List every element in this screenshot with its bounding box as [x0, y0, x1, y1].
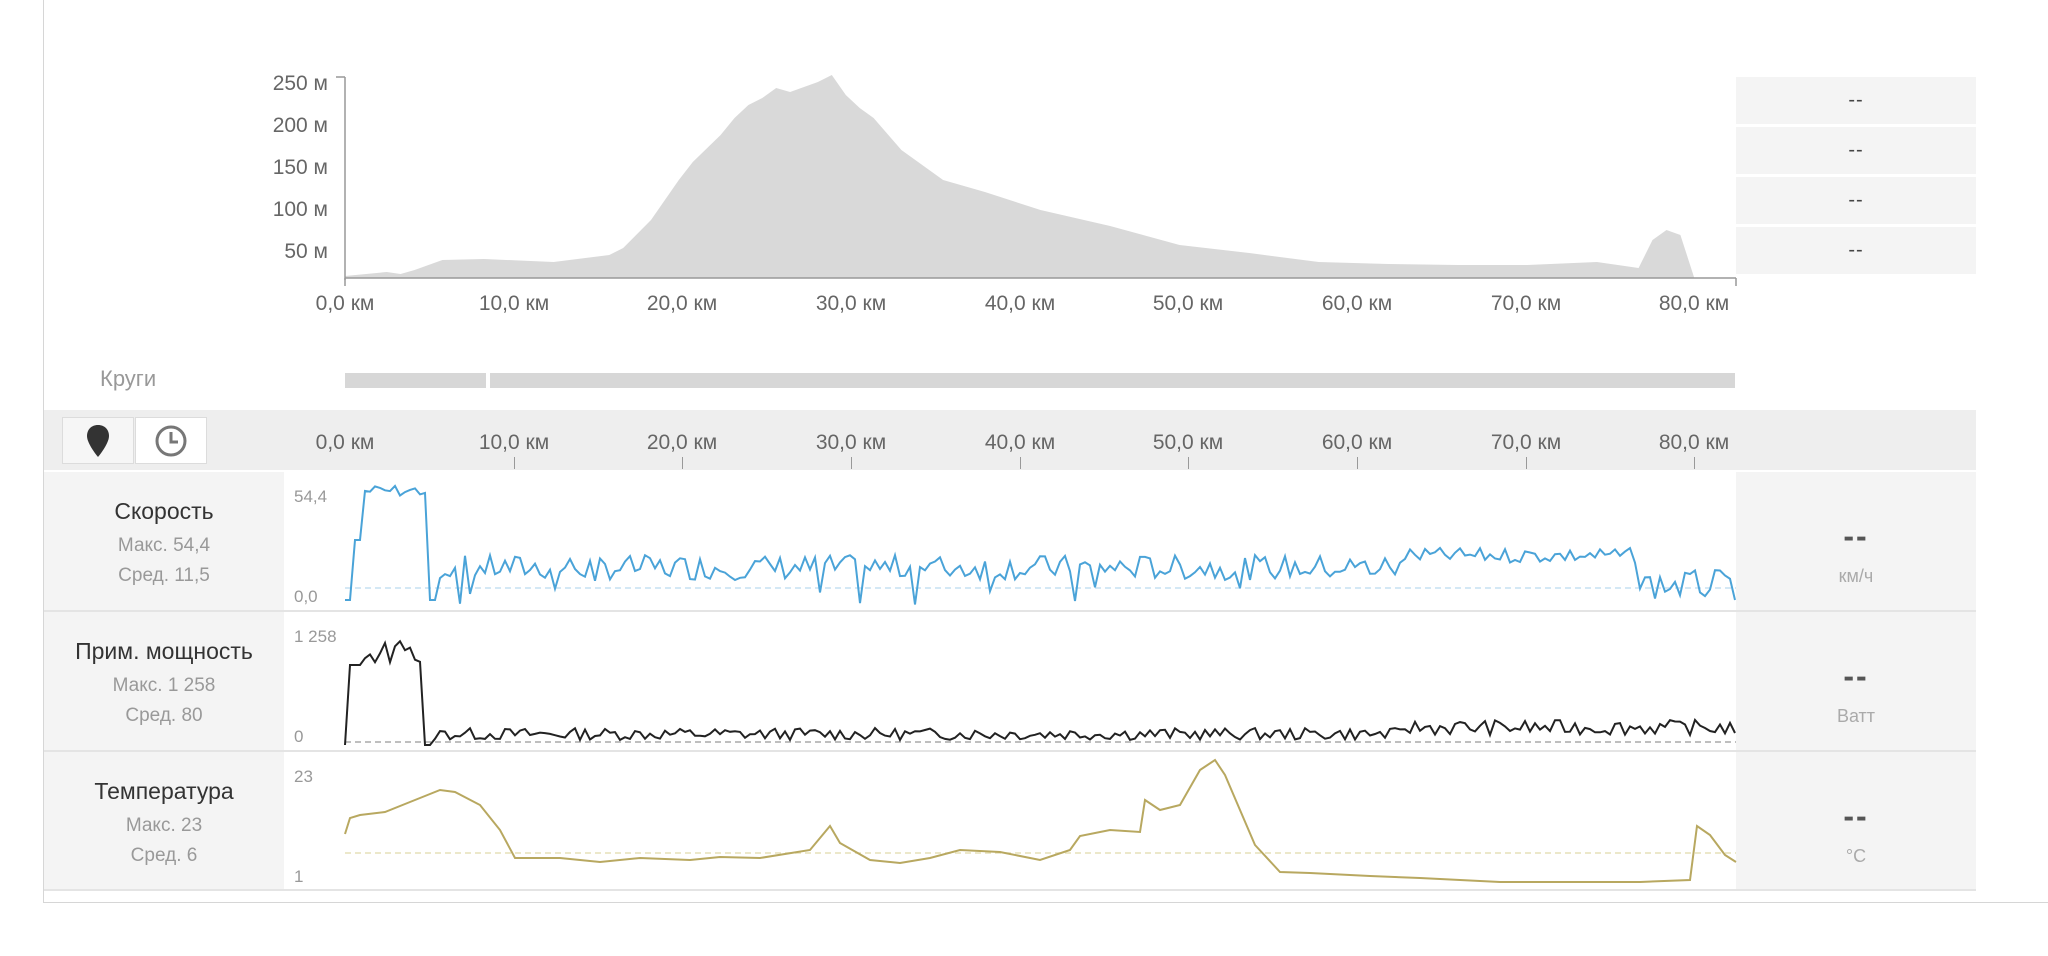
axis-tick-mark	[1357, 457, 1358, 469]
elevation-x-tick: 0,0 км	[315, 292, 375, 315]
speed-y-max: 54,4	[294, 487, 328, 506]
temperature-label: Температура	[94, 778, 234, 804]
power-unit: Ватт	[1836, 706, 1876, 726]
temperature-plot-area[interactable]	[284, 752, 1736, 890]
axis-tick-mark	[514, 457, 515, 469]
power-series-line	[344, 639, 1736, 746]
summary-value-box: --	[1736, 77, 1976, 124]
distance-axis-tick: 30,0 км	[815, 431, 887, 454]
location-pin-icon	[87, 424, 109, 457]
temperature-y-max: 23	[294, 767, 313, 786]
temperature-current-value: --	[1843, 798, 1869, 834]
power-current-value: --	[1843, 658, 1869, 694]
elevation-y-tick: 250 м	[272, 72, 328, 95]
panel-border-bottom	[43, 902, 2048, 903]
speed-y-min: 0,0	[294, 587, 318, 606]
power-max: Макс. 1 258	[112, 675, 216, 696]
row-divider	[44, 889, 1976, 891]
distance-axis-tick: 0,0 км	[315, 431, 375, 454]
axis-tick-mark	[682, 457, 683, 469]
distance-axis-tick: 70,0 км	[1490, 431, 1562, 454]
axis-tick-mark	[1188, 457, 1189, 469]
power-plot-area[interactable]	[284, 612, 1736, 750]
speed-max: Макс. 54,4	[117, 535, 211, 556]
elevation-y-tick: 50 м	[284, 240, 328, 263]
summary-value-box: --	[1736, 177, 1976, 224]
distance-axis-tick: 50,0 км	[1152, 431, 1224, 454]
power-avg: Сред. 80	[125, 705, 203, 726]
distance-axis-tick: 80,0 км	[1658, 431, 1730, 454]
clock-icon	[155, 425, 187, 456]
elevation-area	[345, 75, 1695, 278]
distance-axis-tick: 40,0 км	[984, 431, 1056, 454]
elevation-x-tick: 10,0 км	[478, 292, 550, 315]
speed-avg: Сред. 11,5	[118, 565, 210, 586]
lap-bar[interactable]	[490, 373, 1735, 388]
lap-bar[interactable]	[345, 373, 486, 388]
distance-axis-tick: 20,0 км	[646, 431, 718, 454]
elevation-x-tick: 60,0 км	[1321, 292, 1393, 315]
temperature-avg: Сред. 6	[130, 845, 198, 866]
summary-value-box: --	[1736, 127, 1976, 174]
elevation-y-tick: 150 м	[272, 156, 328, 179]
elevation-x-tick: 20,0 км	[646, 292, 718, 315]
laps-label: Круги	[100, 366, 157, 391]
power-label: Прим. мощность	[75, 638, 253, 664]
power-y-max: 1 258	[294, 627, 337, 646]
speed-label: Скорость	[114, 498, 214, 524]
axis-tick-mark	[1694, 457, 1695, 469]
distance-mode-button[interactable]	[62, 417, 134, 464]
elevation-x-tick: 30,0 км	[815, 292, 887, 315]
speed-unit: км/ч	[1838, 566, 1874, 586]
summary-value-box: --	[1736, 227, 1976, 274]
axis-tick-mark	[1526, 457, 1527, 469]
axis-tick-mark	[851, 457, 852, 469]
temperature-y-min: 1	[294, 867, 304, 886]
temperature-unit: °C	[1845, 846, 1867, 866]
distance-axis-tick: 10,0 км	[478, 431, 550, 454]
speed-series-line	[345, 484, 1736, 605]
row-divider	[44, 750, 1976, 752]
temperature-series-line	[344, 758, 1737, 883]
speed-plot-area[interactable]	[284, 472, 1736, 610]
power-y-min: 0	[294, 727, 304, 746]
row-divider	[44, 610, 1976, 612]
distance-axis-bar	[44, 410, 1976, 470]
temperature-max: Макс. 23	[125, 815, 203, 836]
axis-tick-mark	[1020, 457, 1021, 469]
elevation-chart	[336, 75, 1737, 286]
elevation-x-tick: 50,0 км	[1152, 292, 1224, 315]
elevation-x-tick: 70,0 км	[1490, 292, 1562, 315]
panel-border-left	[43, 0, 44, 902]
distance-axis-tick: 60,0 км	[1321, 431, 1393, 454]
elevation-y-tick: 100 м	[272, 198, 328, 221]
elevation-x-tick: 80,0 км	[1658, 292, 1730, 315]
time-mode-button[interactable]	[135, 417, 207, 464]
speed-current-value: --	[1843, 518, 1869, 554]
elevation-x-tick: 40,0 км	[984, 292, 1056, 315]
elevation-y-tick: 200 м	[272, 114, 328, 137]
